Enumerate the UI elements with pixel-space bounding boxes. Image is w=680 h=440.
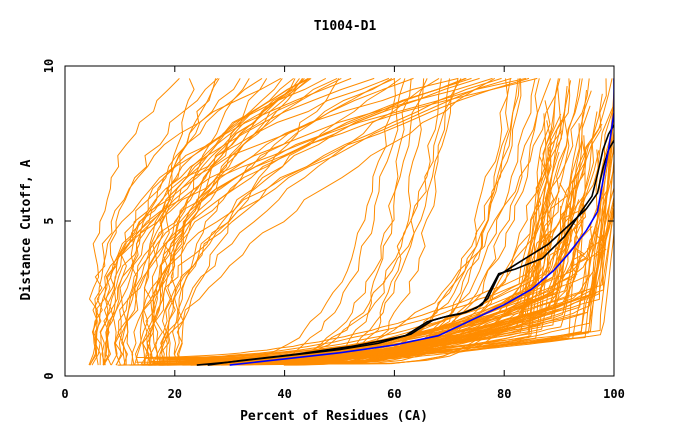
model-curve-background	[159, 77, 440, 366]
model-curve-background	[156, 77, 496, 366]
model-curve-background	[103, 78, 300, 366]
model-curve-background	[89, 77, 352, 366]
model-curve-2	[207, 139, 614, 366]
model-curve-background	[158, 78, 396, 366]
model-curve-background	[167, 78, 250, 366]
y-axis-label: Distance Cutoff, A	[19, 159, 34, 300]
model-curve-background	[141, 77, 311, 366]
model-curve-background	[129, 78, 607, 366]
x-tick-label: 40	[277, 387, 291, 401]
model-curve-background	[115, 78, 220, 366]
model-curve-background	[113, 77, 396, 366]
model-curve-background	[162, 77, 342, 366]
model-curve-background	[283, 204, 587, 366]
chart-title: T1004-D1	[314, 19, 377, 34]
y-tick-label: 5	[42, 217, 56, 224]
model-curve-background	[161, 78, 195, 366]
x-axis: 0 20 40 60 80 100	[61, 66, 625, 401]
model-curve-background	[149, 78, 459, 366]
y-tick-label: 10	[42, 59, 56, 73]
model-curve-background	[122, 78, 241, 366]
model-curve-background	[227, 160, 614, 361]
model-curve-background	[91, 77, 493, 366]
model-curve-background	[102, 78, 294, 366]
model-curve-background	[140, 77, 512, 366]
model-curve-background	[136, 86, 570, 363]
model-curve-background	[134, 78, 303, 366]
x-tick-label: 0	[61, 387, 68, 401]
y-axis: 0 5 10	[42, 59, 614, 380]
model-curve-background	[117, 77, 309, 366]
model-curve-background	[92, 77, 390, 366]
model-curve-background	[100, 78, 283, 366]
model-curve-background	[204, 78, 406, 366]
model-curve-background	[142, 78, 296, 366]
x-axis-label: Percent of Residues (CA)	[240, 409, 428, 424]
model-curve-background	[155, 77, 472, 366]
model-curve-background	[148, 78, 217, 366]
plot-area	[88, 77, 614, 366]
model-curve-1	[196, 124, 614, 366]
model-curve-background	[174, 77, 393, 366]
model-curve-background	[161, 114, 614, 361]
y-tick-label: 0	[42, 372, 56, 379]
model-curve-3	[229, 78, 614, 366]
x-tick-label: 60	[387, 387, 401, 401]
model-curve-background	[135, 130, 563, 358]
model-curve-background	[99, 77, 459, 366]
model-curve-background	[134, 77, 338, 366]
x-tick-label: 80	[497, 387, 511, 401]
x-tick-label: 100	[603, 387, 625, 401]
x-tick-label: 20	[168, 387, 182, 401]
model-curve-background	[126, 77, 480, 366]
series-layer	[88, 77, 614, 366]
model-curve-background	[269, 211, 613, 364]
